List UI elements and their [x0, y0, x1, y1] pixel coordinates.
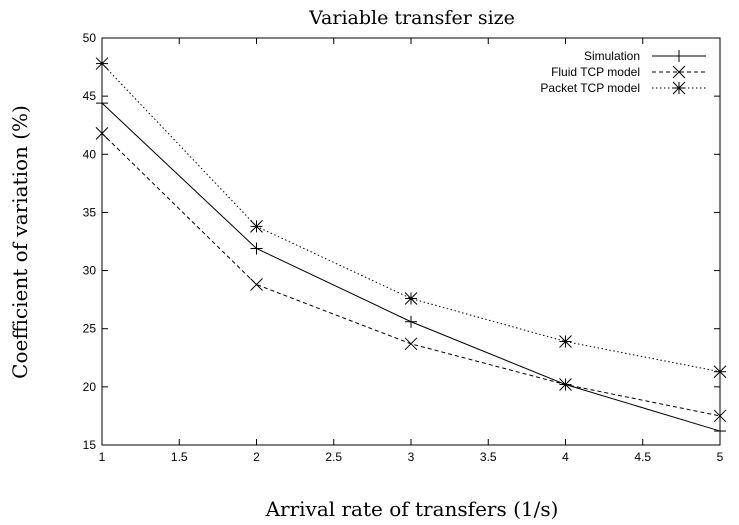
- y-axis-label: Coefficient of variation (%): [8, 105, 32, 379]
- x-tick-label: 4.5: [634, 450, 651, 464]
- y-tick-label: 15: [83, 438, 97, 452]
- data-point: [405, 315, 417, 328]
- legend-label: Simulation: [584, 49, 640, 63]
- x-tick-label: 1.5: [171, 450, 188, 464]
- data-point: [95, 57, 109, 70]
- series-line: [101, 102, 721, 432]
- data-point: [404, 292, 418, 305]
- legend-marker: [672, 81, 686, 95]
- x-tick-label: 1: [99, 450, 106, 464]
- data-point: [95, 127, 109, 140]
- x-axis-label: Arrival rate of transfers (1/s): [265, 497, 559, 521]
- y-tick-label: 35: [83, 205, 97, 219]
- chart-title: Variable transfer size: [308, 7, 515, 29]
- y-tick-label: 40: [83, 147, 97, 161]
- series-simulation: [96, 97, 726, 438]
- series-packet-tcp-model: [95, 57, 727, 379]
- data-point: [250, 278, 263, 291]
- data-point: [250, 242, 263, 255]
- data-point: [96, 97, 108, 110]
- data-point: [714, 425, 726, 438]
- data-point: [559, 378, 572, 391]
- series-layer: [95, 57, 727, 438]
- legend-label: Packet TCP model: [540, 81, 640, 95]
- y-tick-label: 50: [83, 31, 97, 45]
- x-tick-label: 3: [408, 450, 415, 464]
- legend-marker: [673, 50, 685, 62]
- data-point: [713, 365, 727, 379]
- data-point: [559, 335, 572, 348]
- legend: Simulation Fluid TCP model Packet TCP mode…: [540, 49, 706, 95]
- series-fluid-tcp-model: [95, 127, 727, 423]
- data-point: [250, 220, 263, 233]
- x-tick-label: 4: [562, 450, 569, 464]
- axis-ticks: 1 1.5 2 2.5 3 3.5 4 4.5 5 15 20 25 30 35 40 45 50: [83, 31, 724, 464]
- y-tick-label: 25: [83, 322, 97, 336]
- legend-marker: [672, 65, 686, 79]
- x-tick-label: 5: [717, 450, 724, 464]
- x-tick-label: 2: [253, 450, 260, 464]
- y-tick-label: 30: [83, 264, 97, 278]
- y-tick-label: 45: [83, 89, 97, 103]
- series-line: [101, 132, 721, 417]
- x-tick-label: 2.5: [325, 450, 342, 464]
- x-tick-label: 3.5: [480, 450, 497, 464]
- data-point: [713, 409, 727, 423]
- plot-frame: [101, 37, 721, 446]
- y-tick-label: 20: [83, 380, 97, 394]
- legend-label: Fluid TCP model: [551, 65, 640, 79]
- data-point: [404, 337, 418, 351]
